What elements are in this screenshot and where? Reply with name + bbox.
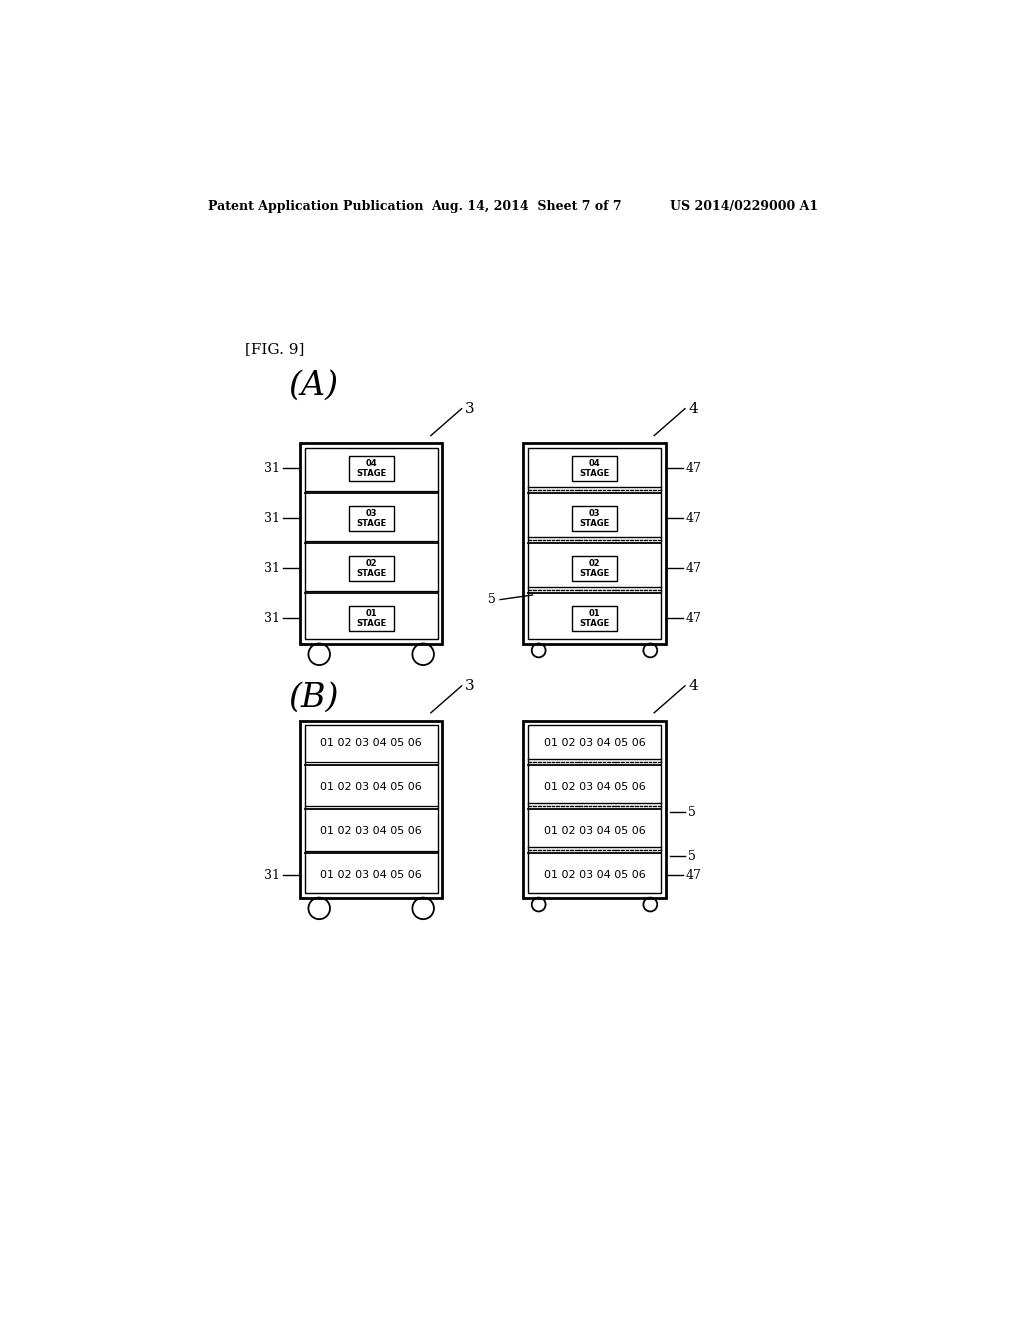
- Text: 47: 47: [686, 612, 701, 624]
- Bar: [528, 725, 662, 892]
- Text: 5: 5: [688, 805, 696, 818]
- Text: [FIG. 9]: [FIG. 9]: [245, 342, 304, 356]
- Bar: [349, 455, 393, 480]
- Text: (B): (B): [289, 681, 339, 713]
- Text: 01 02 03 04 05 06: 01 02 03 04 05 06: [321, 826, 422, 836]
- Bar: [572, 506, 616, 531]
- Text: 01 02 03 04 05 06: 01 02 03 04 05 06: [321, 870, 422, 880]
- Bar: [349, 556, 393, 581]
- Bar: [349, 606, 393, 631]
- Bar: [304, 447, 438, 639]
- Text: (A): (A): [289, 370, 339, 401]
- Text: 03
STAGE: 03 STAGE: [356, 508, 386, 528]
- Text: US 2014/0229000 A1: US 2014/0229000 A1: [670, 199, 818, 213]
- Text: 31: 31: [264, 562, 280, 576]
- Text: 31: 31: [264, 869, 280, 882]
- Text: 47: 47: [686, 562, 701, 576]
- Text: 31: 31: [264, 462, 280, 475]
- Text: 4: 4: [688, 678, 697, 693]
- Bar: [528, 447, 662, 639]
- Text: 5: 5: [488, 593, 497, 606]
- Text: 3: 3: [465, 401, 474, 416]
- Text: Aug. 14, 2014  Sheet 7 of 7: Aug. 14, 2014 Sheet 7 of 7: [431, 199, 622, 213]
- Bar: [523, 444, 666, 644]
- Bar: [304, 725, 438, 892]
- Text: 5: 5: [688, 850, 696, 863]
- Bar: [572, 606, 616, 631]
- Text: 01 02 03 04 05 06: 01 02 03 04 05 06: [544, 738, 645, 747]
- Bar: [523, 721, 666, 898]
- Text: 47: 47: [686, 869, 701, 882]
- Bar: [300, 721, 442, 898]
- Text: 01
STAGE: 01 STAGE: [356, 609, 386, 628]
- Text: 47: 47: [686, 462, 701, 475]
- Text: 31: 31: [264, 512, 280, 525]
- Text: 01 02 03 04 05 06: 01 02 03 04 05 06: [321, 738, 422, 747]
- Text: 01 02 03 04 05 06: 01 02 03 04 05 06: [321, 781, 422, 792]
- Text: 03
STAGE: 03 STAGE: [580, 508, 609, 528]
- Text: 04
STAGE: 04 STAGE: [580, 458, 609, 478]
- Bar: [572, 455, 616, 480]
- Text: 02
STAGE: 02 STAGE: [580, 558, 609, 578]
- Text: 31: 31: [264, 612, 280, 624]
- Text: 47: 47: [686, 512, 701, 525]
- Bar: [572, 556, 616, 581]
- Text: 01 02 03 04 05 06: 01 02 03 04 05 06: [544, 826, 645, 836]
- Text: 4: 4: [688, 401, 697, 416]
- Text: 01 02 03 04 05 06: 01 02 03 04 05 06: [544, 870, 645, 880]
- Text: 02
STAGE: 02 STAGE: [356, 558, 386, 578]
- Text: Patent Application Publication: Patent Application Publication: [208, 199, 423, 213]
- Text: 3: 3: [465, 678, 474, 693]
- Bar: [349, 506, 393, 531]
- Text: 01
STAGE: 01 STAGE: [580, 609, 609, 628]
- Text: 01 02 03 04 05 06: 01 02 03 04 05 06: [544, 781, 645, 792]
- Bar: [300, 444, 442, 644]
- Text: 04
STAGE: 04 STAGE: [356, 458, 386, 478]
